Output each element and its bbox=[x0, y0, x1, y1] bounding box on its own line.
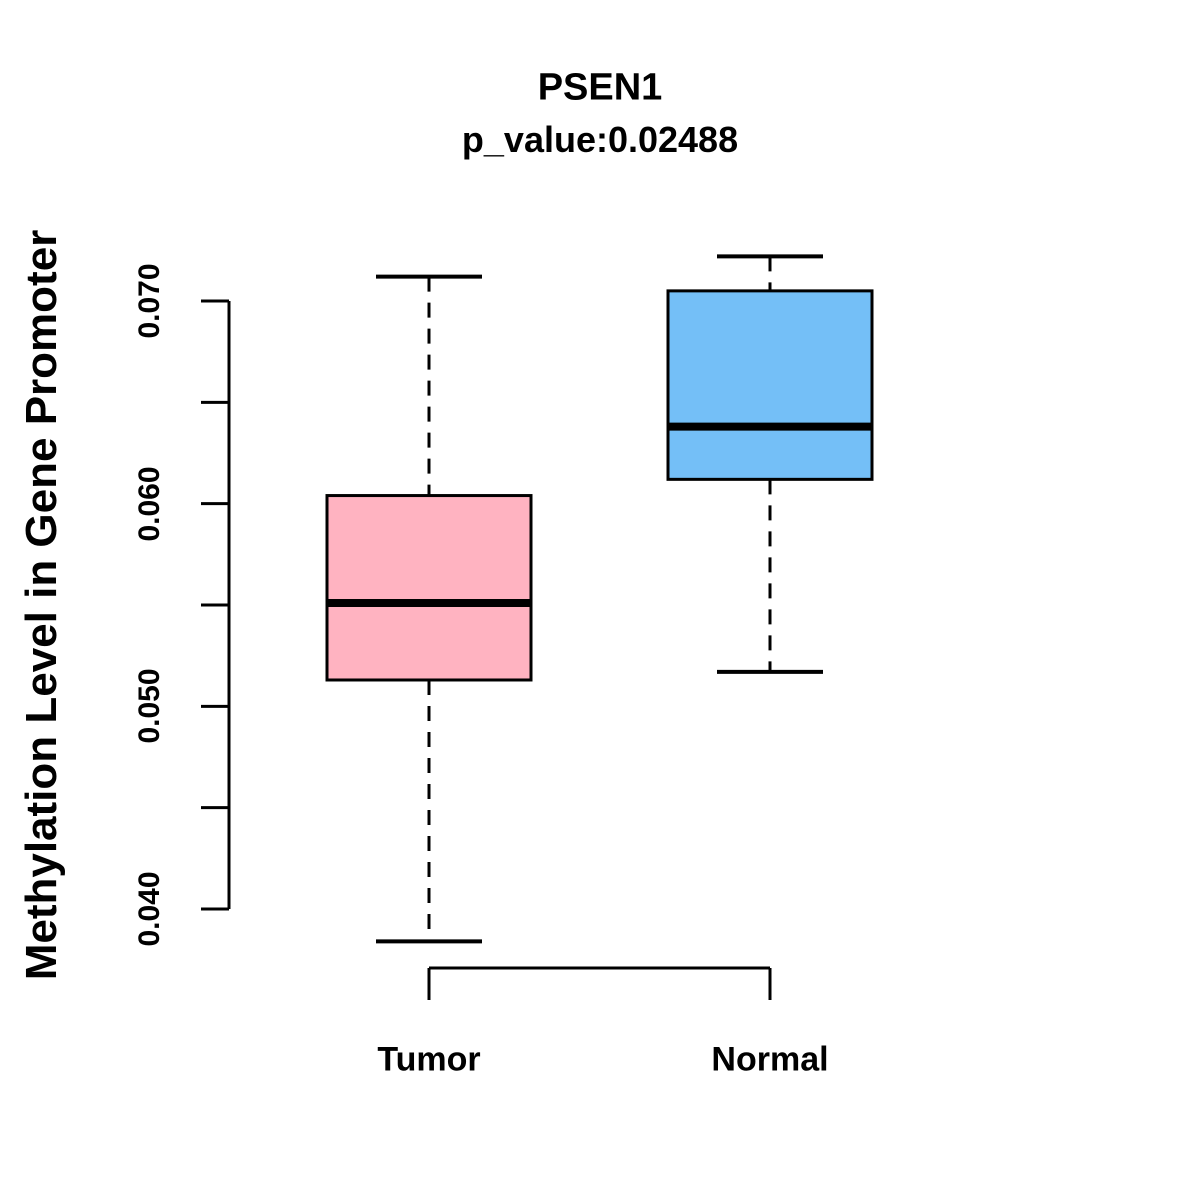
chart-subtitle-pvalue: p_value:0.02488 bbox=[461, 119, 739, 160]
y-tick-label-0040: 0.040 bbox=[133, 871, 166, 947]
x-category-label-tumor: Tumor bbox=[377, 1040, 481, 1079]
y-tick-label-0050: 0.050 bbox=[133, 668, 166, 744]
y-tick-label-0070: 0.070 bbox=[133, 263, 166, 339]
chart-title: PSEN1 bbox=[537, 66, 663, 109]
y-axis-label: Methylation Level in Gene Promoter bbox=[17, 229, 66, 981]
y-tick-label-0060: 0.060 bbox=[133, 466, 166, 542]
box-normal bbox=[666, 289, 874, 481]
box-tumor bbox=[325, 494, 533, 682]
x-category-label-normal: Normal bbox=[711, 1040, 829, 1079]
